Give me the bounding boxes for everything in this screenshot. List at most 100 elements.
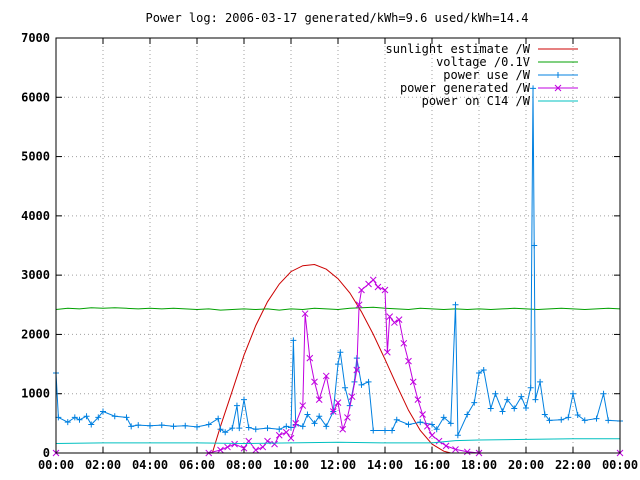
x-tick-label: 04:00 xyxy=(132,458,168,472)
data-point xyxy=(233,402,240,409)
series-line xyxy=(55,438,620,445)
y-tick-label: 1000 xyxy=(21,387,50,401)
series-power-on-c14-w xyxy=(55,438,620,445)
data-point xyxy=(158,422,165,429)
data-point xyxy=(423,422,431,430)
data-point xyxy=(88,421,95,428)
data-point xyxy=(414,396,422,403)
data-point xyxy=(299,402,307,409)
data-point xyxy=(292,420,300,427)
data-point xyxy=(381,286,389,294)
data-point xyxy=(283,423,290,430)
data-point xyxy=(511,405,518,412)
data-point xyxy=(245,424,252,431)
data-point xyxy=(83,413,90,420)
data-point xyxy=(290,337,297,344)
data-point xyxy=(311,420,318,427)
data-point xyxy=(123,414,130,421)
data-point xyxy=(322,372,330,380)
data-point xyxy=(348,393,356,401)
data-point xyxy=(452,446,459,453)
x-tick-label: 16:00 xyxy=(414,458,450,472)
data-point xyxy=(215,415,222,422)
data-point xyxy=(518,393,525,400)
data-point xyxy=(194,423,200,430)
data-point xyxy=(480,367,487,373)
data-point xyxy=(282,428,290,436)
data-point xyxy=(574,412,581,419)
data-point xyxy=(581,417,588,424)
data-point xyxy=(252,446,260,454)
data-point xyxy=(170,423,177,430)
data-point xyxy=(382,427,388,434)
data-point xyxy=(252,426,259,433)
data-point xyxy=(435,437,443,445)
chart-title: Power log: 2006-03-17 generated/kWh=9.6 … xyxy=(146,11,529,25)
data-point xyxy=(419,411,426,418)
data-point xyxy=(530,85,537,92)
data-point xyxy=(147,422,153,429)
data-point xyxy=(182,422,189,429)
data-point xyxy=(315,396,323,403)
legend-label: power generated /W xyxy=(400,81,531,95)
x-tick-label: 10:00 xyxy=(273,458,309,472)
x-tick-label: 06:00 xyxy=(179,458,215,472)
y-tick-label: 3000 xyxy=(21,268,50,282)
data-point xyxy=(370,427,377,434)
data-point xyxy=(306,354,314,362)
data-point xyxy=(593,415,600,422)
legend-label: voltage /0.1V xyxy=(436,55,530,69)
data-point xyxy=(523,404,529,411)
data-point xyxy=(334,399,342,406)
data-point xyxy=(240,444,248,452)
data-point xyxy=(570,390,576,397)
data-point xyxy=(452,301,459,308)
data-point xyxy=(492,390,499,397)
x-tick-label: 18:00 xyxy=(461,458,497,472)
x-tick-label: 00:00 xyxy=(38,458,74,472)
data-point xyxy=(355,301,363,309)
data-point xyxy=(541,411,548,418)
data-point xyxy=(353,366,361,374)
data-point xyxy=(76,416,83,423)
x-tick-label: 20:00 xyxy=(508,458,544,472)
data-point xyxy=(231,440,238,448)
data-point xyxy=(271,440,278,448)
series-line xyxy=(55,88,621,436)
data-point xyxy=(476,369,482,376)
data-point xyxy=(527,384,534,391)
data-point xyxy=(304,411,311,418)
data-point xyxy=(463,448,471,456)
data-point xyxy=(428,431,436,439)
data-point xyxy=(429,421,435,428)
series-voltage-0-1v xyxy=(55,306,621,311)
data-point xyxy=(288,424,294,431)
data-point xyxy=(222,429,229,436)
data-point xyxy=(464,411,471,418)
data-point xyxy=(342,384,349,391)
data-point xyxy=(224,443,231,451)
data-point xyxy=(386,313,394,320)
legend-label: power on C14 /W xyxy=(422,94,531,108)
data-point xyxy=(323,423,330,430)
x-tick-label: 12:00 xyxy=(320,458,356,472)
data-point xyxy=(369,276,377,284)
data-point xyxy=(64,419,71,426)
series-layer xyxy=(52,85,624,457)
data-point xyxy=(241,396,247,403)
data-point xyxy=(409,378,417,386)
series-sunlight-estimate-w xyxy=(211,263,451,454)
data-point xyxy=(71,414,78,421)
data-point xyxy=(405,357,412,365)
y-tick-label: 6000 xyxy=(21,90,50,104)
data-point xyxy=(554,84,562,92)
x-tick-label: 14:00 xyxy=(367,458,403,472)
data-point xyxy=(205,421,212,428)
data-point xyxy=(287,434,295,442)
data-point xyxy=(442,442,450,450)
data-point xyxy=(365,378,372,385)
data-point xyxy=(275,431,283,439)
data-point xyxy=(259,443,267,451)
data-point xyxy=(236,425,243,432)
